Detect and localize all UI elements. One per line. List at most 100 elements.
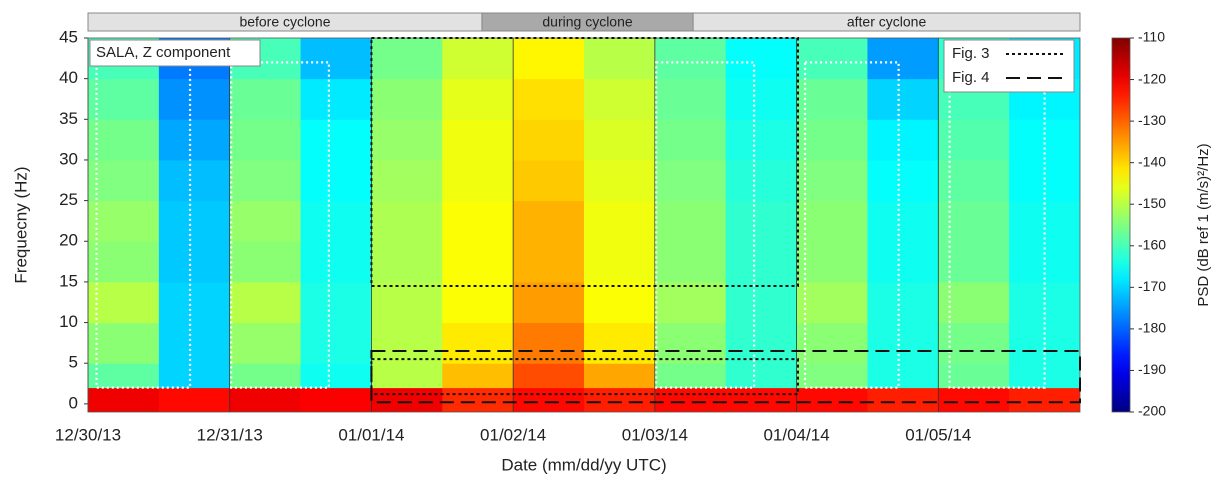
heatmap (88, 38, 1080, 412)
heatmap-cell (88, 200, 160, 242)
heatmap-cell (442, 281, 514, 324)
heatmap-cell (938, 119, 1010, 161)
heatmap-cell (371, 387, 443, 412)
heatmap-cell (88, 119, 160, 161)
heatmap-cell (158, 78, 231, 120)
heatmap-cell (371, 78, 443, 120)
heatmap-cell (1009, 241, 1080, 283)
heatmap-cell (229, 322, 302, 364)
heatmap-cell (158, 322, 231, 364)
heatmap-cell (584, 363, 656, 389)
heatmap-cell (654, 159, 727, 202)
heatmap-cell (867, 119, 939, 161)
heatmap-cell (513, 322, 585, 364)
figure-box (370, 37, 799, 287)
heatmap-cell (867, 387, 939, 412)
x-tick-label: 12/31/13 (197, 425, 263, 444)
heatmap-cell (442, 78, 514, 120)
heatmap-cell (300, 38, 372, 80)
heatmap-cell (442, 322, 514, 364)
heatmap-cell (442, 363, 514, 389)
y-tick-label: 5 (69, 353, 78, 372)
heatmap-cell (513, 159, 585, 202)
heatmap-cell (442, 119, 514, 161)
legend-label: Fig. 4 (952, 69, 990, 86)
heatmap-cell (725, 200, 798, 242)
colorbar-tick-label: -190 (1138, 361, 1166, 377)
y-tick-label: 30 (59, 149, 78, 168)
heatmap-cell (725, 119, 798, 161)
y-tick-label: 15 (59, 271, 78, 290)
annotation: SALA, Z component (96, 44, 231, 61)
y-tick-label: 20 (59, 231, 78, 250)
heatmap-cell (88, 159, 160, 202)
colorbar-tick-label: -170 (1138, 278, 1166, 294)
heatmap-cell (654, 387, 727, 412)
heatmap-cell (88, 78, 160, 120)
heatmap-cell (654, 363, 727, 389)
heatmap-cell (867, 38, 939, 80)
heatmap-cell (938, 387, 1010, 412)
heatmap-cell (513, 200, 585, 242)
colorbar-tick-label: -180 (1138, 320, 1166, 336)
heatmap-cell (796, 119, 868, 161)
heatmap-cell (725, 322, 798, 364)
colorbar-tick-label: -120 (1138, 70, 1166, 86)
y-tick-label: 40 (59, 68, 78, 87)
heatmap-cell (725, 281, 798, 324)
y-tick-label: 35 (59, 109, 78, 128)
window-box (230, 61, 331, 389)
heatmap-cell (796, 322, 868, 364)
heatmap-cell (371, 241, 443, 283)
heatmap-cell (300, 322, 372, 364)
heatmap-cell (158, 159, 231, 202)
heatmap-cell (867, 241, 939, 283)
heatmap-cell (725, 387, 798, 412)
heatmap-cell (158, 387, 231, 412)
heatmap-cell (442, 387, 514, 412)
heatmap-cell (158, 200, 231, 242)
heatmap-cell (584, 322, 656, 364)
heatmap-cell (584, 159, 656, 202)
y-tick-label: 25 (59, 190, 78, 209)
heatmap-cell (725, 363, 798, 389)
figure-box (370, 358, 799, 396)
heatmap-cell (371, 363, 443, 389)
heatmap-cell (371, 38, 443, 80)
heatmap-cell (229, 200, 302, 242)
heatmap-cell (513, 119, 585, 161)
heatmap-cell (300, 78, 372, 120)
heatmap-cell (867, 78, 939, 120)
heatmap-cell (371, 322, 443, 364)
annotation-box (89, 39, 261, 67)
heatmap-cell (867, 322, 939, 364)
heatmap-cell (513, 281, 585, 324)
x-tick-label: 01/03/14 (622, 425, 688, 444)
heatmap-cell (158, 119, 231, 161)
heatmap-cell (584, 78, 656, 120)
window-box (803, 61, 900, 389)
heatmap-cell (796, 241, 868, 283)
x-tick-label: 01/04/14 (763, 425, 829, 444)
colorbar-tick-label: -150 (1138, 195, 1166, 211)
colorbar-label: PSD (dB ref 1 (m/s)²/Hz) (1195, 143, 1212, 306)
colorbar-tick-label: -110 (1138, 29, 1165, 45)
heatmap-cell (371, 200, 443, 242)
heatmap-cell (654, 38, 727, 80)
y-tick-label: 45 (59, 27, 78, 46)
figure-box (370, 350, 1081, 404)
colorbar-tick-label: -160 (1138, 236, 1166, 252)
heatmap-cell (654, 78, 727, 120)
x-tick-label: 01/02/14 (480, 425, 546, 444)
heatmap-cell (300, 159, 372, 202)
heatmap-cell (88, 363, 160, 389)
heatmap-cell (442, 200, 514, 242)
heatmap-cell (654, 241, 727, 283)
heatmap-cell (1009, 387, 1080, 412)
y-tick-label: 10 (59, 312, 78, 331)
heatmap-cell (229, 119, 302, 161)
heatmap-cell (1009, 159, 1080, 202)
colorbar-tick-label: -140 (1138, 153, 1166, 169)
x-axis-label: Date (mm/dd/yy UTC) (501, 455, 666, 474)
